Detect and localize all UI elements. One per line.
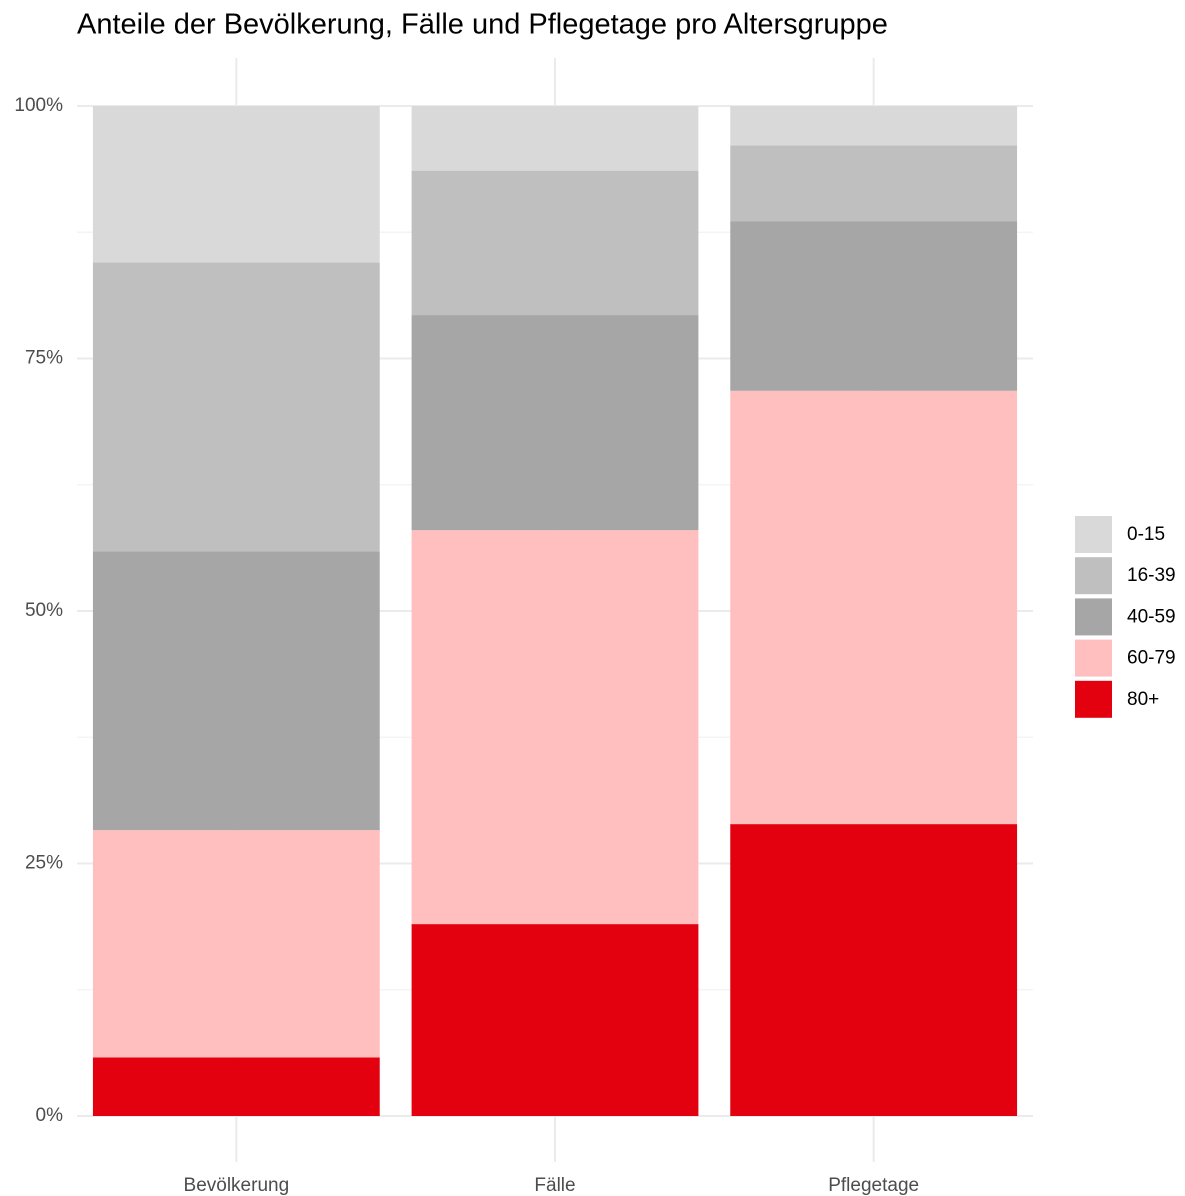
bar-segment xyxy=(730,106,1018,146)
y-tick-label: 50% xyxy=(25,600,63,621)
bar-segment xyxy=(411,106,699,171)
bar-segment xyxy=(411,170,699,316)
bar-segment xyxy=(92,262,380,552)
legend-label: 60-79 xyxy=(1127,648,1176,669)
chart-title: Anteile der Bevölkerung, Fälle und Pfleg… xyxy=(77,9,888,41)
bar-segment xyxy=(411,315,699,531)
x-tick-label: Fälle xyxy=(534,1175,575,1196)
bar-segment xyxy=(92,1057,380,1116)
legend-label: 0-15 xyxy=(1127,524,1165,545)
x-tick-label: Bevölkerung xyxy=(184,1175,290,1196)
bar-segment xyxy=(411,530,699,925)
bar-segment xyxy=(92,106,380,263)
y-tick-label: 100% xyxy=(14,95,63,116)
x-tick-label: Pflegetage xyxy=(828,1175,919,1196)
y-tick-label: 75% xyxy=(25,348,63,369)
legend-label: 80+ xyxy=(1127,689,1159,710)
y-tick-label: 25% xyxy=(25,853,63,874)
bar-segment xyxy=(730,824,1018,1116)
bar-segment xyxy=(730,390,1018,825)
legend-key xyxy=(1075,598,1112,636)
legend-key xyxy=(1075,680,1112,718)
bar-segment xyxy=(730,145,1018,222)
y-tick-label: 0% xyxy=(36,1105,64,1126)
legend-key xyxy=(1075,557,1112,595)
legend-label: 40-59 xyxy=(1127,606,1176,627)
legend-key xyxy=(1075,516,1112,553)
legend-key xyxy=(1075,639,1112,677)
bar-segment xyxy=(730,221,1018,391)
legend-label: 16-39 xyxy=(1127,565,1176,586)
bar-segment xyxy=(92,551,380,831)
bar-segment xyxy=(411,924,699,1116)
bar-segment xyxy=(92,830,380,1058)
